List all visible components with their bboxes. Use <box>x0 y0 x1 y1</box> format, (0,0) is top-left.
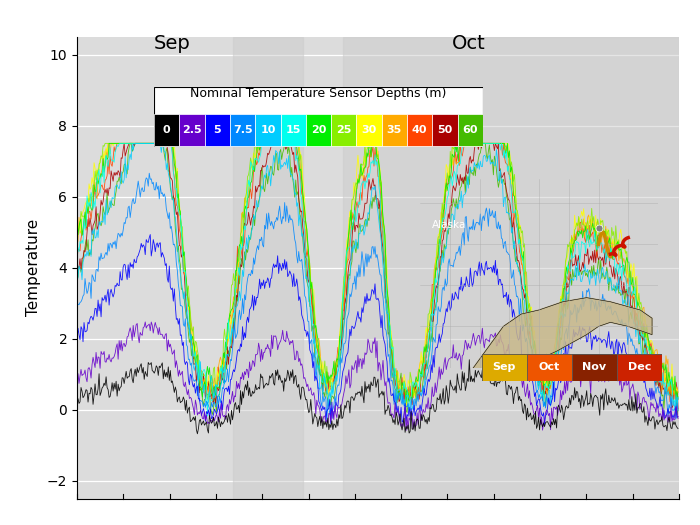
Text: 25: 25 <box>336 125 351 135</box>
Bar <box>232 37 302 499</box>
Text: Nov: Nov <box>582 362 606 373</box>
Bar <box>526 354 572 381</box>
Text: 7.5: 7.5 <box>233 125 253 135</box>
Text: 15: 15 <box>286 125 301 135</box>
Text: 60: 60 <box>463 125 478 135</box>
Bar <box>433 114 458 145</box>
Bar <box>617 354 662 381</box>
Bar <box>281 114 306 145</box>
Text: Alaska: Alaska <box>432 219 466 229</box>
Text: Sep: Sep <box>154 34 190 52</box>
Bar <box>356 114 382 145</box>
Text: 2.5: 2.5 <box>182 125 202 135</box>
Text: Oct: Oct <box>539 362 560 373</box>
Bar <box>256 114 281 145</box>
Text: 35: 35 <box>387 125 402 135</box>
Bar <box>306 114 331 145</box>
Y-axis label: Temperature: Temperature <box>27 219 41 317</box>
Bar <box>572 354 617 381</box>
Text: 20: 20 <box>311 125 326 135</box>
Bar <box>230 114 256 145</box>
Text: 30: 30 <box>361 125 377 135</box>
Text: Oct: Oct <box>452 34 485 52</box>
Text: 10: 10 <box>260 125 276 135</box>
Bar <box>204 114 230 145</box>
Bar <box>179 114 204 145</box>
Text: 0: 0 <box>163 125 171 135</box>
Bar <box>482 354 526 381</box>
Bar <box>331 114 356 145</box>
Bar <box>343 37 679 499</box>
Text: 40: 40 <box>412 125 428 135</box>
Text: 50: 50 <box>438 125 453 135</box>
Text: Nominal Temperature Sensor Depths (m): Nominal Temperature Sensor Depths (m) <box>190 87 447 100</box>
Text: Sep: Sep <box>493 362 516 373</box>
Bar <box>458 114 483 145</box>
Polygon shape <box>468 298 652 376</box>
Text: 5: 5 <box>214 125 221 135</box>
Bar <box>407 114 433 145</box>
Bar <box>382 114 407 145</box>
Bar <box>154 114 179 145</box>
Text: Dec: Dec <box>628 362 651 373</box>
